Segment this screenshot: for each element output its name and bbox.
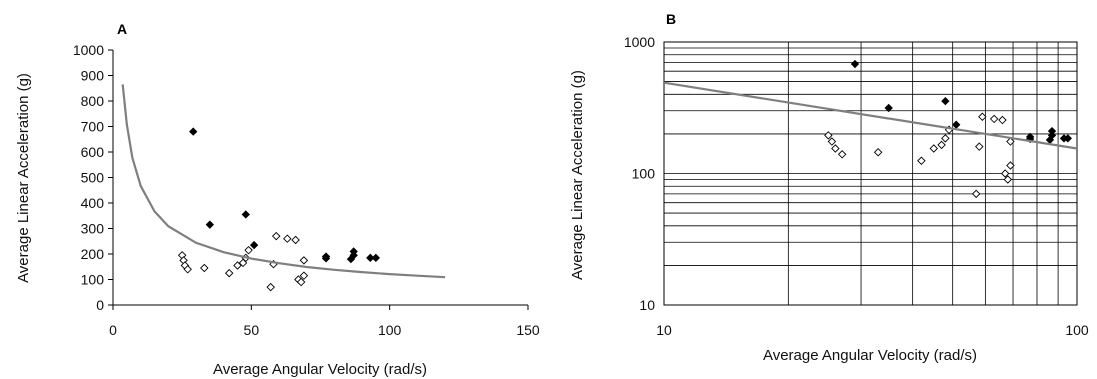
x-axis-title: Average Angular Velocity (rad/s) xyxy=(763,347,977,364)
open-diamond-point xyxy=(929,144,939,153)
open-diamond-point xyxy=(1000,169,1010,178)
x-tick-label: 150 xyxy=(516,322,540,338)
filled-diamond-point xyxy=(884,103,893,113)
open-diamond-point xyxy=(200,263,209,273)
y-axis-title: Average Linear Acceleration (g) xyxy=(15,73,32,283)
filled-diamond-point xyxy=(366,253,375,262)
y-tick-label: 1000 xyxy=(624,34,655,50)
y-tick-label: 0 xyxy=(96,297,104,313)
x-tick-label: 100 xyxy=(378,322,402,338)
y-axis-title: Average Linear Acceleration (g) xyxy=(569,70,586,280)
fit-curve xyxy=(121,84,446,279)
filled-diamond-point xyxy=(371,253,380,262)
open-diamond-point xyxy=(183,265,192,274)
open-diamond-point xyxy=(1003,175,1013,184)
open-diamond-point xyxy=(296,277,306,287)
filled-diamond-point xyxy=(241,210,250,219)
filled-diamond-point xyxy=(205,220,214,229)
y-tick-label: 900 xyxy=(81,68,105,84)
open-diamond-point xyxy=(244,245,253,255)
open-diamond-point xyxy=(998,115,1007,125)
open-diamond-point xyxy=(824,131,833,140)
open-diamond-point xyxy=(266,282,275,292)
y-tick-label: 200 xyxy=(81,246,105,262)
open-diamond-point xyxy=(917,156,926,165)
open-diamond-point xyxy=(271,231,281,241)
filled-diamond-point xyxy=(249,240,259,250)
open-diamond-point xyxy=(283,234,292,243)
x-tick-label: 10 xyxy=(656,322,672,338)
filled-diamond-point xyxy=(850,59,860,69)
open-diamond-point xyxy=(941,134,950,143)
x-tick-label: 50 xyxy=(244,322,260,338)
open-diamond-point xyxy=(299,271,309,280)
open-diamond-point xyxy=(971,189,981,199)
open-diamond-point xyxy=(1006,161,1015,170)
open-diamond-point xyxy=(827,137,837,146)
open-diamond-point xyxy=(299,256,309,265)
panel-letter: A xyxy=(117,21,127,37)
filled-diamond-point xyxy=(941,96,950,106)
panel-letter: B xyxy=(666,11,676,27)
filled-diamond-point xyxy=(1047,131,1057,140)
open-diamond-point xyxy=(1006,137,1015,146)
y-tick-label: 700 xyxy=(81,119,105,135)
y-tick-label: 100 xyxy=(81,272,105,288)
y-tick-label: 300 xyxy=(81,221,105,237)
plot-frame xyxy=(663,41,1078,306)
y-tick-label: 800 xyxy=(81,93,105,109)
open-diamond-point xyxy=(978,112,987,122)
open-diamond-point xyxy=(937,140,946,150)
x-tick-label: 0 xyxy=(109,322,117,338)
open-diamond-point xyxy=(291,235,300,245)
open-diamond-point xyxy=(873,148,883,157)
open-diamond-point xyxy=(238,258,248,268)
filled-diamond-point xyxy=(349,251,358,260)
panel-a: 0 100 200 300 400 500 600 700 800 900 1000 0 50 100 15… xyxy=(15,21,540,378)
filled-diamond-point xyxy=(321,254,331,263)
x-axis-title: Average Angular Velocity (rad/s) xyxy=(213,361,427,378)
open-diamond-point xyxy=(224,268,234,278)
x-tick-label: 100 xyxy=(1065,322,1089,338)
y-tick-label: 600 xyxy=(81,144,105,160)
panel-b: 10 100 1000 10 100 Average Angular Velocity (… xyxy=(569,11,1089,364)
filled-diamond-point xyxy=(952,120,961,129)
y-tick-label: 1000 xyxy=(73,42,104,58)
fit-curve xyxy=(663,81,1078,150)
open-diamond-point xyxy=(837,150,847,159)
open-diamond-point xyxy=(989,114,999,124)
y-tick-label: 10 xyxy=(639,297,655,313)
open-diamond-point xyxy=(233,261,242,270)
y-tick-label: 100 xyxy=(632,166,656,182)
y-tick-label: 400 xyxy=(81,195,105,211)
filled-diamond-point xyxy=(1063,134,1072,143)
y-tick-label: 500 xyxy=(81,170,105,186)
open-diamond-point xyxy=(831,144,840,153)
filled-diamond-point xyxy=(189,127,198,136)
open-diamond-point xyxy=(975,142,984,151)
